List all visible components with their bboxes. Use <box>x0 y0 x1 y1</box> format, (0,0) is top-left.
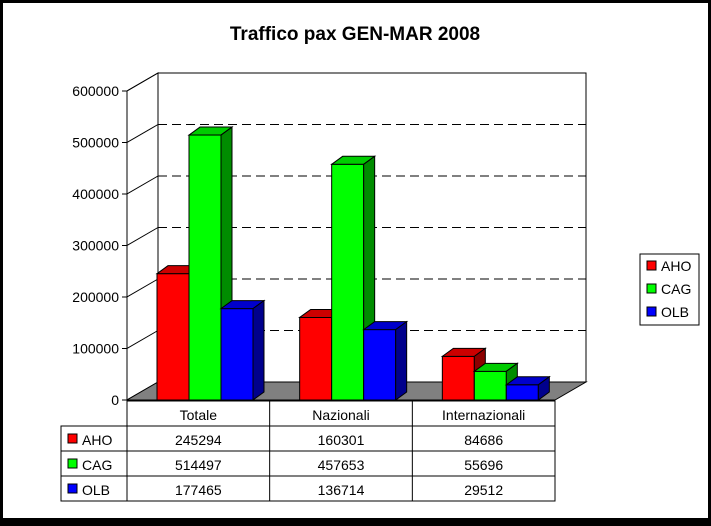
bar-aho <box>441 355 475 401</box>
table-series-label: AHO <box>82 432 112 448</box>
table-category-label: Totale <box>180 407 218 423</box>
table-cell: 514497 <box>175 457 222 473</box>
table-cell: 457653 <box>318 457 365 473</box>
y-tick-label: 0 <box>111 392 119 408</box>
gridline-side <box>126 124 159 143</box>
bar-aho <box>156 273 190 401</box>
legend: AHO CAG OLB <box>639 253 700 326</box>
table-row <box>60 450 556 477</box>
y-tick-label: 400000 <box>72 186 119 202</box>
table-category-label: Internazionali <box>442 407 525 423</box>
bar-aho <box>299 316 333 401</box>
plot-area: 0 100000 200000 300000 400000 500000 600000 <box>72 72 588 408</box>
table-cell: 29512 <box>464 482 503 498</box>
table-series-label: CAG <box>82 457 112 473</box>
y-tick-label: 200000 <box>72 289 119 305</box>
legend-label: CAG <box>661 281 691 297</box>
table-cell: 55696 <box>464 457 503 473</box>
table-cell: 84686 <box>464 432 503 448</box>
table-cell: 136714 <box>318 482 365 498</box>
data-table: Totale Nazionali Internazionali 245294 16030… <box>60 400 556 502</box>
bar-cag <box>331 163 365 401</box>
table-series-label: OLB <box>82 482 110 498</box>
gridline-side <box>126 330 159 349</box>
legend-key-cag <box>646 283 657 294</box>
table-legend-key <box>67 458 78 469</box>
table-header-row <box>126 400 556 427</box>
y-tick-label: 300000 <box>72 238 119 254</box>
y-tick-label: 600000 <box>72 83 119 99</box>
table-category-label: Nazionali <box>312 407 370 423</box>
table-row <box>60 475 556 502</box>
y-tick-label: 500000 <box>72 135 119 151</box>
bar-side <box>252 299 265 401</box>
legend-label: OLB <box>661 304 689 320</box>
gridline-side <box>126 278 159 298</box>
gridline-side <box>126 175 159 195</box>
table-legend-key <box>67 433 78 444</box>
gridline-side <box>126 72 159 92</box>
table-legend-key <box>67 483 78 494</box>
legend-label: AHO <box>661 258 691 274</box>
bar-cag <box>188 134 222 401</box>
legend-key-olb <box>646 306 657 317</box>
y-tick-label: 100000 <box>72 341 119 357</box>
legend-key-aho <box>646 260 657 271</box>
bar-olb <box>220 308 254 401</box>
bar-side <box>537 375 550 401</box>
chart-title: Traffico pax GEN-MAR 2008 <box>230 24 480 45</box>
table-cell: 245294 <box>175 432 222 448</box>
table-cell: 160301 <box>318 432 365 448</box>
bar-olb <box>363 329 397 401</box>
bar-cag <box>473 370 507 401</box>
table-cell: 177465 <box>175 482 222 498</box>
bar-side <box>395 320 408 401</box>
gridline-side <box>126 227 159 246</box>
bar-olb <box>505 384 539 401</box>
